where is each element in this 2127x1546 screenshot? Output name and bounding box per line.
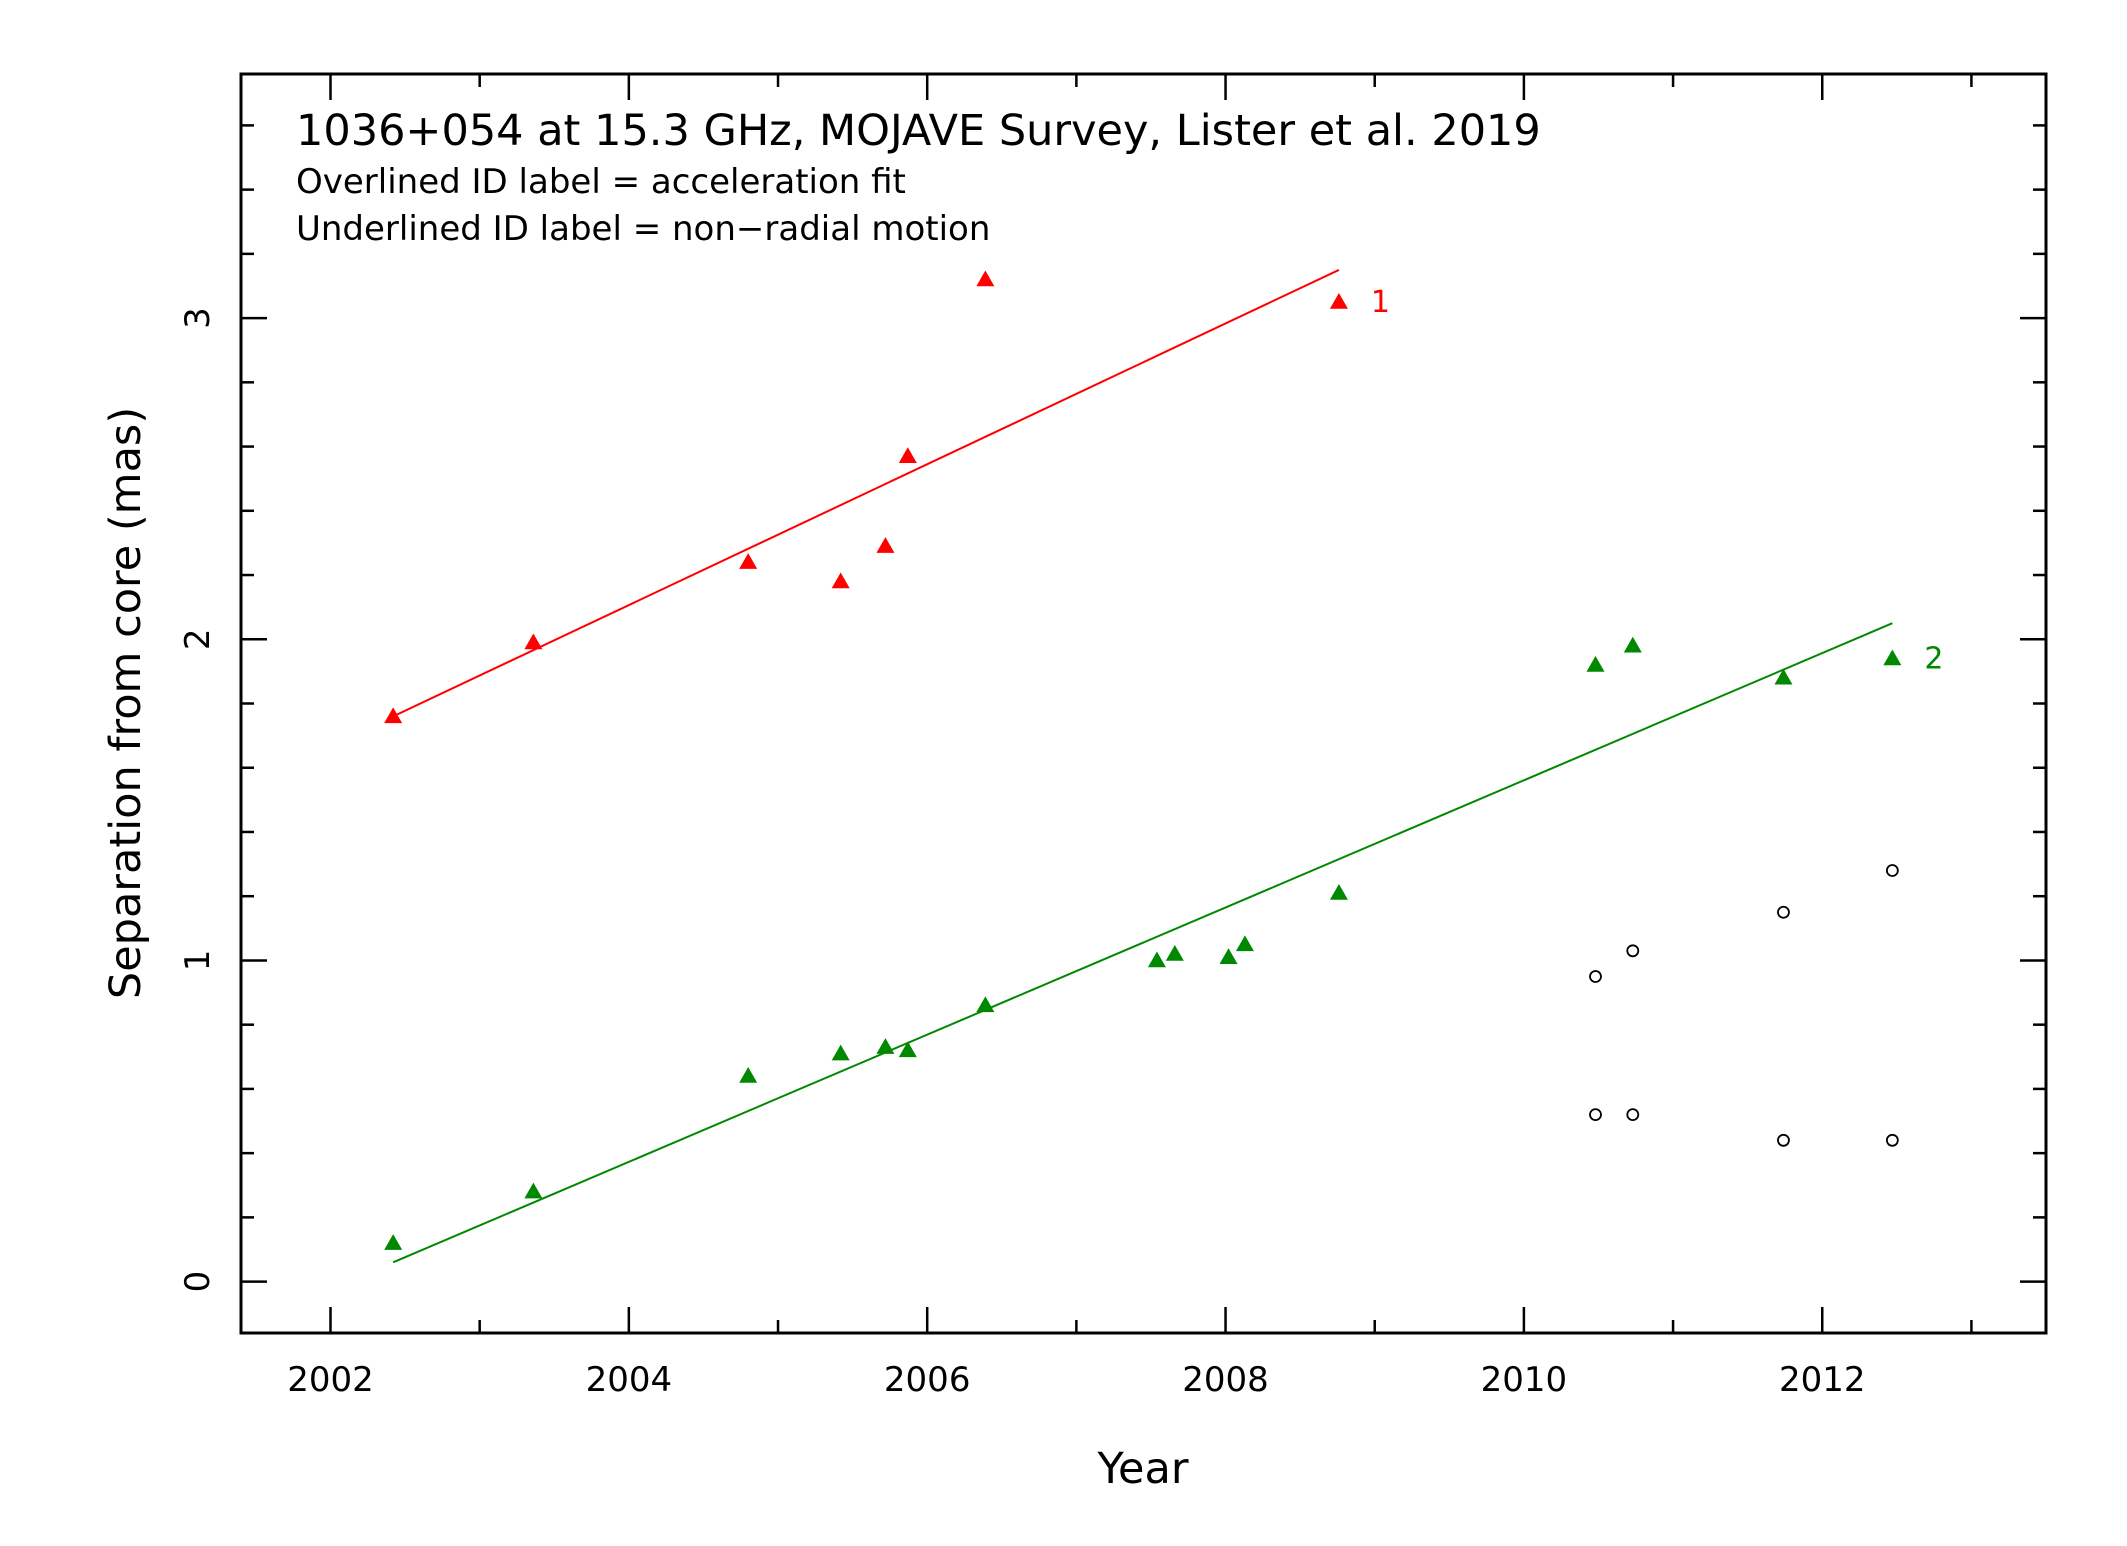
data-point-triangle	[1883, 649, 1902, 666]
data-point-circle	[1626, 1108, 1640, 1122]
data-point-triangle	[384, 1234, 403, 1250]
data-point-triangle	[898, 1041, 917, 1058]
data-point-triangle	[1147, 951, 1166, 968]
note-underlined-label: Underlined ID label = non−radial motion	[296, 209, 990, 249]
data-point-triangle	[1623, 636, 1642, 653]
data-point-triangle	[739, 553, 758, 569]
data-point-triangle	[384, 707, 403, 724]
x-tick-label: 2002	[287, 1360, 374, 1400]
y-tick-label: 2	[178, 628, 218, 650]
data-point-triangle	[876, 1038, 895, 1054]
data-point-circle	[1885, 1133, 1899, 1147]
y-tick-label: 3	[178, 307, 218, 329]
x-tick-label: 2004	[586, 1360, 673, 1400]
y-tick-label: 1	[178, 950, 218, 972]
data-point-circle	[1777, 905, 1790, 919]
x-axis-label: Year	[1096, 1444, 1188, 1494]
series-id-label: 2	[1924, 642, 1943, 677]
fit-lines	[392, 269, 1893, 1264]
data-point-triangle	[1235, 935, 1254, 952]
series-labels: 12	[1371, 285, 1944, 677]
y-tick-label: 0	[178, 1271, 218, 1293]
data-point-triangle	[976, 996, 995, 1013]
data-point-triangle	[1165, 945, 1184, 961]
data-point-circle	[1589, 1108, 1602, 1122]
data-point-triangle	[739, 1067, 758, 1083]
data-point-triangle	[1329, 883, 1348, 900]
plot-frame	[239, 72, 2048, 1335]
data-point-circle	[1885, 864, 1899, 877]
x-tick-label: 2006	[884, 1360, 971, 1400]
data-point-triangle	[831, 1044, 850, 1061]
data-point-triangle	[1329, 293, 1348, 309]
data-point-triangle	[524, 633, 543, 650]
x-tick-label: 2008	[1182, 1360, 1269, 1400]
chart-title: 1036+054 at 15.3 GHz, MOJAVE Survey, Lis…	[296, 106, 1541, 156]
data-point-triangle	[876, 537, 895, 553]
data-point-circle	[1589, 970, 1602, 983]
x-tick-label: 2010	[1481, 1360, 1568, 1400]
data-point-triangle	[1219, 948, 1238, 964]
data-point-circle	[1626, 944, 1640, 958]
data-point-triangle	[524, 1182, 543, 1199]
note-overlined-label: Overlined ID label = acceleration fit	[296, 162, 906, 202]
fit-line	[392, 269, 1340, 718]
fit-line	[392, 622, 1893, 1264]
series-id-label: 1	[1371, 285, 1390, 320]
y-axis-label: Separation from core (mas)	[101, 407, 151, 999]
data-point-triangle	[976, 270, 995, 287]
x-tick-label: 2012	[1779, 1360, 1866, 1400]
data-points	[384, 270, 1902, 1250]
data-point-circle	[1777, 1133, 1790, 1147]
data-point-triangle	[1586, 655, 1605, 672]
data-point-triangle	[898, 447, 917, 463]
data-point-triangle	[1774, 668, 1793, 685]
data-point-triangle	[831, 572, 850, 589]
